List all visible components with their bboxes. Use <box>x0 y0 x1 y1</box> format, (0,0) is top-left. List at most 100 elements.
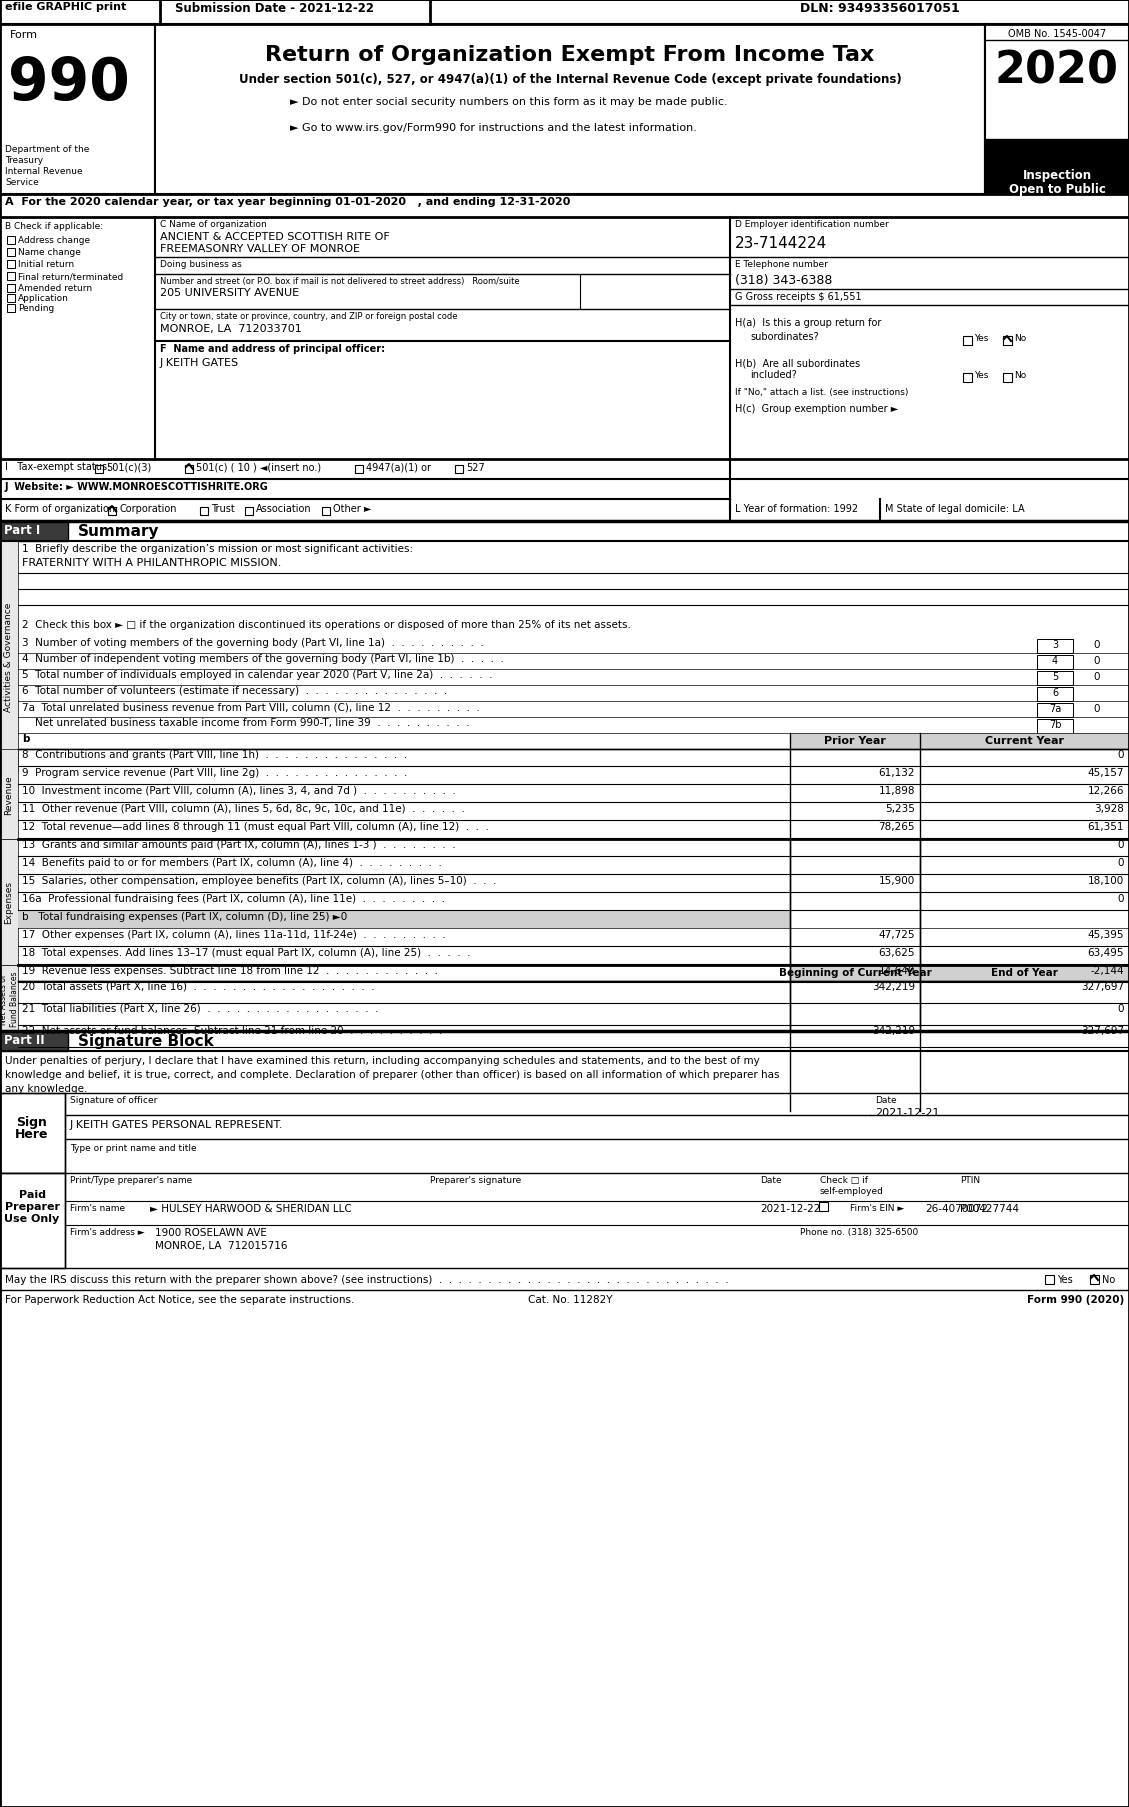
Text: Treasury: Treasury <box>5 155 43 164</box>
Text: 0: 0 <box>1094 703 1100 714</box>
Text: 0: 0 <box>1118 840 1124 849</box>
Text: 12,266: 12,266 <box>1087 786 1124 795</box>
Text: 4  Number of independent voting members of the governing body (Part VI, line 1b): 4 Number of independent voting members o… <box>21 654 504 663</box>
Text: 0: 0 <box>1118 858 1124 867</box>
Bar <box>1038 719 1073 734</box>
Bar <box>108 508 116 515</box>
Text: No: No <box>1102 1274 1115 1285</box>
Bar <box>1089 1276 1099 1285</box>
Text: 0: 0 <box>1094 640 1100 651</box>
Text: Net unrelated business taxable income from Form 990-T, line 39  .  .  .  .  .  .: Net unrelated business taxable income fr… <box>21 717 470 728</box>
Text: b: b <box>21 734 29 744</box>
Text: ► Do not enter social security numbers on this form as it may be made public.: ► Do not enter social security numbers o… <box>290 98 727 107</box>
Text: Part I: Part I <box>5 524 41 537</box>
Text: Preparer's signature: Preparer's signature <box>430 1175 522 1184</box>
Text: 12  Total revenue—add lines 8 through 11 (must equal Part VIII, column (A), line: 12 Total revenue—add lines 8 through 11 … <box>21 822 489 831</box>
Text: MONROE, LA  712033701: MONROE, LA 712033701 <box>160 323 301 334</box>
Text: (318) 343-6388: (318) 343-6388 <box>735 275 832 287</box>
Text: 10  Investment income (Part VIII, column (A), lines 3, 4, and 7d )  .  .  .  .  : 10 Investment income (Part VIII, column … <box>21 786 456 795</box>
Text: 9  Program service revenue (Part VIII, line 2g)  .  .  .  .  .  .  .  .  .  .  .: 9 Program service revenue (Part VIII, li… <box>21 768 408 777</box>
Bar <box>920 734 1129 750</box>
Text: J KEITH GATES PERSONAL REPRESENT.: J KEITH GATES PERSONAL REPRESENT. <box>70 1119 283 1129</box>
Text: H(a)  Is this a group return for: H(a) Is this a group return for <box>735 318 882 327</box>
Bar <box>790 734 920 750</box>
Text: 0: 0 <box>1118 750 1124 759</box>
Bar <box>1038 656 1073 670</box>
Text: Association: Association <box>256 504 312 513</box>
Text: OMB No. 1545-0047: OMB No. 1545-0047 <box>1008 29 1106 40</box>
Text: Open to Public: Open to Public <box>1008 183 1105 195</box>
Bar <box>7 286 15 293</box>
Text: 5: 5 <box>1052 672 1058 681</box>
Text: 4947(a)(1) or: 4947(a)(1) or <box>366 463 431 473</box>
Text: Check □ if: Check □ if <box>820 1175 868 1184</box>
Text: 11  Other revenue (Part VIII, column (A), lines 5, 6d, 8c, 9c, 10c, and 11e)  . : 11 Other revenue (Part VIII, column (A),… <box>21 804 465 813</box>
Text: Corporation: Corporation <box>119 504 176 513</box>
Text: 3,928: 3,928 <box>1094 804 1124 813</box>
Text: 501(c)(3): 501(c)(3) <box>106 463 151 473</box>
Text: 61,132: 61,132 <box>878 768 914 777</box>
Bar <box>18 911 790 929</box>
Text: G Gross receipts $ 61,551: G Gross receipts $ 61,551 <box>735 293 861 302</box>
Text: -2,144: -2,144 <box>1091 965 1124 976</box>
Text: Department of the: Department of the <box>5 145 89 154</box>
Text: 6  Total number of volunteers (estimate if necessary)  .  .  .  .  .  .  .  .  .: 6 Total number of volunteers (estimate i… <box>21 685 447 696</box>
Text: Yes: Yes <box>974 334 988 343</box>
Text: 61,351: 61,351 <box>1087 822 1124 831</box>
Bar <box>0 750 18 840</box>
Text: 1  Briefly describe the organization’s mission or most significant activities:: 1 Briefly describe the organization’s mi… <box>21 544 413 553</box>
Bar <box>790 965 920 981</box>
Text: Initial return: Initial return <box>18 260 75 269</box>
Text: Return of Organization Exempt From Income Tax: Return of Organization Exempt From Incom… <box>265 45 875 65</box>
Bar <box>7 295 15 304</box>
Text: Beginning of Current Year: Beginning of Current Year <box>779 967 931 978</box>
Bar <box>0 522 68 542</box>
Bar <box>0 0 1129 25</box>
Bar <box>0 1093 65 1173</box>
Text: City or town, state or province, country, and ZIP or foreign postal code: City or town, state or province, country… <box>160 313 457 322</box>
Text: Summary: Summary <box>78 524 159 538</box>
Bar <box>185 466 193 473</box>
Text: Yes: Yes <box>1057 1274 1073 1285</box>
Bar <box>245 508 253 515</box>
Bar <box>155 25 984 195</box>
Text: No: No <box>1014 370 1026 379</box>
Text: 2021-12-21: 2021-12-21 <box>875 1108 939 1117</box>
Text: 5,235: 5,235 <box>885 804 914 813</box>
Text: 47,725: 47,725 <box>878 929 914 940</box>
Text: Submission Date - 2021-12-22: Submission Date - 2021-12-22 <box>175 2 374 14</box>
Text: H(c)  Group exemption number ►: H(c) Group exemption number ► <box>735 403 899 414</box>
Bar <box>7 260 15 269</box>
Text: Net Assets or
Fund Balances: Net Assets or Fund Balances <box>0 970 19 1026</box>
Bar <box>200 508 208 515</box>
Text: 5  Total number of individuals employed in calendar year 2020 (Part V, line 2a) : 5 Total number of individuals employed i… <box>21 670 492 679</box>
Text: 63,625: 63,625 <box>878 947 914 958</box>
Text: included?: included? <box>750 370 797 379</box>
Text: Revenue: Revenue <box>5 775 14 815</box>
Text: 8  Contributions and grants (Part VIII, line 1h)  .  .  .  .  .  .  .  .  .  .  : 8 Contributions and grants (Part VIII, l… <box>21 750 408 759</box>
Text: L Year of formation: 1992: L Year of formation: 1992 <box>735 504 858 513</box>
Text: Pending: Pending <box>18 304 54 313</box>
Text: MONROE, LA  712015716: MONROE, LA 712015716 <box>155 1240 288 1250</box>
Text: Here: Here <box>16 1128 49 1140</box>
Text: 45,395: 45,395 <box>1087 929 1124 940</box>
Bar <box>1045 1276 1054 1285</box>
Text: 2020: 2020 <box>995 51 1119 92</box>
Text: 1900 ROSELAWN AVE: 1900 ROSELAWN AVE <box>155 1227 266 1238</box>
Text: 15  Salaries, other compensation, employee benefits (Part IX, column (A), lines : 15 Salaries, other compensation, employe… <box>21 876 497 885</box>
Text: Under section 501(c), 527, or 4947(a)(1) of the Internal Revenue Code (except pr: Under section 501(c), 527, or 4947(a)(1)… <box>238 72 901 87</box>
Text: DLN: 93493356017051: DLN: 93493356017051 <box>800 2 960 14</box>
Text: Firm's EIN ►: Firm's EIN ► <box>850 1203 904 1212</box>
Bar <box>0 1173 65 1269</box>
Text: ANCIENT & ACCEPTED SCOTTISH RITE OF: ANCIENT & ACCEPTED SCOTTISH RITE OF <box>160 231 390 242</box>
Text: J  Website: ► WWW.MONROESCOTTISHRITE.ORG: J Website: ► WWW.MONROESCOTTISHRITE.ORG <box>5 482 269 492</box>
Text: Firm's name: Firm's name <box>70 1203 125 1212</box>
Text: 45,157: 45,157 <box>1087 768 1124 777</box>
Text: 7a  Total unrelated business revenue from Part VIII, column (C), line 12  .  .  : 7a Total unrelated business revenue from… <box>21 701 480 712</box>
Bar <box>0 195 1129 219</box>
Text: ► Go to www.irs.gov/Form990 for instructions and the latest information.: ► Go to www.irs.gov/Form990 for instruct… <box>290 123 697 134</box>
Text: 15,900: 15,900 <box>878 876 914 885</box>
Text: H(b)  Are all subordinates: H(b) Are all subordinates <box>735 358 860 369</box>
Text: Part II: Part II <box>5 1034 45 1046</box>
Text: Print/Type preparer's name: Print/Type preparer's name <box>70 1175 192 1184</box>
